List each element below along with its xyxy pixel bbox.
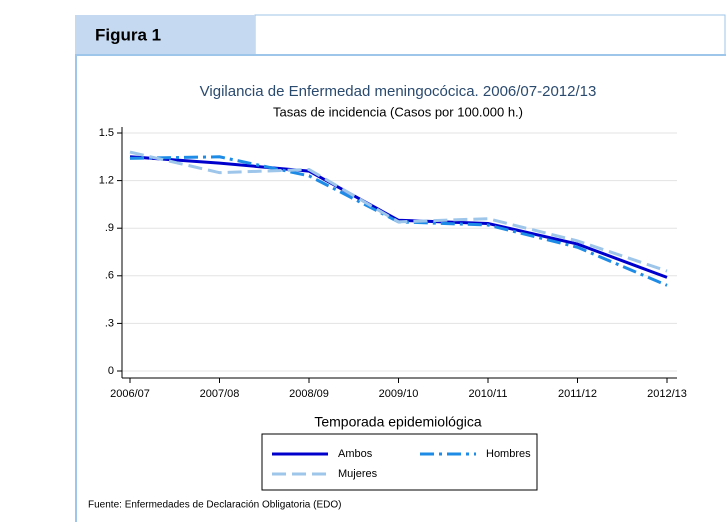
x-tick-label: 2006/07 xyxy=(110,388,150,400)
x-tick-label: 2007/08 xyxy=(200,388,240,400)
figure-label: Figura 1 xyxy=(95,25,161,44)
series-line xyxy=(129,155,668,279)
y-tick-label: 1.5 xyxy=(99,127,114,139)
y-tick-label: .3 xyxy=(105,317,114,329)
x-tick-label: 2010/11 xyxy=(469,388,508,400)
header-band xyxy=(254,14,726,56)
x-tick-label: 2011/12 xyxy=(558,388,597,400)
legend-label: Ambos xyxy=(338,448,373,460)
y-tick-label: .6 xyxy=(105,270,114,282)
series-line xyxy=(129,150,668,273)
legend-box xyxy=(261,433,538,491)
source-note: Fuente: Enfermedades de Declaración Obli… xyxy=(88,500,341,511)
chart-subtitle: Tasas de incidencia (Casos por 100.000 h… xyxy=(273,104,523,119)
y-tick-label: .9 xyxy=(105,222,114,234)
y-tick-label: 1.2 xyxy=(99,175,114,187)
x-tick-label: 2008/09 xyxy=(289,388,329,400)
legend-label: Mujeres xyxy=(338,468,378,480)
header-box xyxy=(75,15,255,55)
x-tick-label: 2009/10 xyxy=(379,388,419,400)
y-tick-label: 0 xyxy=(108,365,114,377)
legend-label: Hombres xyxy=(486,448,531,460)
chart-title: Vigilancia de Enfermedad meningocócica. … xyxy=(200,83,597,100)
x-tick-label: 2012/13 xyxy=(647,388,687,400)
x-axis-label: Temporada epidemiológica xyxy=(314,414,482,430)
